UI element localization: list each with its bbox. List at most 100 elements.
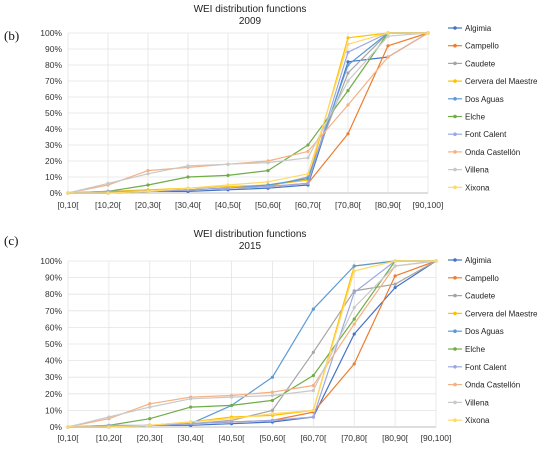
data-point	[352, 305, 356, 310]
data-point	[434, 259, 438, 263]
legend-marker-6	[453, 114, 457, 119]
data-point	[148, 423, 152, 427]
legend-marker-6	[453, 347, 457, 351]
data-point	[226, 162, 230, 166]
legend-label-10: Xixona	[465, 183, 490, 192]
y-tick-label: 90%	[45, 273, 62, 283]
data-point	[386, 44, 390, 48]
data-point	[306, 149, 310, 153]
legend-label-4: Cervera del Maestre	[465, 77, 538, 86]
x-tick-label: [80,90[	[382, 433, 409, 443]
x-tick-label: [30,40[	[178, 433, 205, 443]
series-line-7	[67, 32, 428, 194]
legend-marker-4	[453, 79, 457, 83]
y-tick-label: 0%	[50, 422, 63, 432]
y-tick-label: 40%	[45, 356, 62, 366]
x-tick-label: [20,30[	[135, 200, 162, 210]
data-point	[346, 71, 350, 75]
legend-label-9: Villena	[465, 398, 489, 407]
series-line-10	[68, 260, 436, 428]
data-point	[393, 274, 397, 278]
data-point	[352, 317, 356, 321]
data-point	[66, 191, 70, 195]
legend-label-8: Onda Castellón	[465, 381, 520, 390]
data-point	[189, 405, 193, 409]
data-point	[266, 180, 270, 184]
data-point	[306, 143, 310, 147]
data-point	[346, 60, 350, 64]
data-point	[226, 183, 230, 187]
data-point	[226, 186, 230, 190]
data-point	[346, 89, 350, 93]
x-tick-label: [90,100]	[421, 433, 452, 443]
legend-marker-9	[453, 167, 457, 172]
data-point	[346, 132, 350, 136]
data-point	[393, 282, 397, 286]
x-tick-label: [40,50[	[215, 200, 242, 210]
x-tick-label: [60,70[	[295, 200, 322, 210]
data-point	[148, 417, 152, 421]
legend-marker-7	[453, 365, 457, 369]
data-point	[189, 397, 193, 401]
legend-marker-7	[453, 132, 457, 136]
x-tick-label: [10,20[	[95, 200, 122, 210]
series-line-6	[67, 260, 436, 428]
plot-area-b: 0% 10% 20% 30% 40% 50% 60% 70% 80% 90% 100% [0,10[[…	[40, 28, 443, 210]
data-point	[393, 259, 397, 263]
legend-label-1: Algimia	[465, 24, 492, 33]
series-line-7	[67, 260, 436, 428]
legend-label-8: Onda Castellón	[465, 148, 520, 157]
legend-label-2: Campello	[465, 274, 499, 283]
data-point	[270, 398, 275, 403]
legend-c: Algimia Campello Caudete Cervera del Maestr…	[448, 256, 538, 425]
legend-label-7: Font Calent	[465, 363, 507, 372]
data-point	[311, 350, 315, 354]
legend-marker-4	[453, 311, 457, 316]
data-point	[311, 388, 315, 393]
series-line-9	[67, 32, 429, 194]
y-tick-label: 20%	[45, 389, 62, 399]
x-tick-label: [30,40[	[175, 200, 202, 210]
data-point	[270, 375, 275, 379]
y-tick-label: 90%	[45, 44, 62, 54]
data-point	[270, 412, 275, 416]
data-point	[266, 169, 270, 173]
data-point	[426, 31, 430, 35]
legend-label-5: Dos Aguas	[465, 95, 504, 104]
data-point	[352, 332, 356, 336]
data-point	[311, 307, 315, 311]
data-point	[306, 172, 310, 176]
legend-marker-8	[453, 150, 457, 154]
data-point	[346, 36, 350, 40]
chart-subtitle-c: 2015	[239, 241, 262, 252]
data-point	[346, 50, 350, 54]
data-point	[146, 183, 150, 187]
panel-label-b: (b)	[4, 28, 19, 43]
y-tick-label: 60%	[45, 322, 62, 332]
y-tick-label: 60%	[45, 92, 62, 102]
data-point	[270, 393, 275, 398]
data-point	[393, 264, 397, 268]
data-point	[66, 425, 70, 429]
data-point	[270, 418, 275, 422]
data-point	[311, 373, 315, 378]
data-point	[106, 181, 110, 185]
x-tick-label: [20,30[	[137, 433, 164, 443]
data-point	[266, 161, 270, 165]
y-tick-label: 80%	[45, 289, 62, 299]
data-point	[146, 172, 150, 176]
data-point	[229, 417, 234, 421]
series-line-8	[67, 260, 437, 428]
y-tick-label: 10%	[45, 405, 62, 415]
data-point	[393, 285, 397, 290]
data-point	[352, 264, 356, 268]
legend-label-3: Caudete	[465, 59, 496, 68]
legend-marker-5	[453, 329, 457, 334]
legend-label-10: Xixona	[465, 416, 490, 425]
data-point	[352, 269, 356, 273]
x-tick-label: [80,90[	[375, 200, 402, 210]
legend-marker-1	[453, 258, 457, 262]
x-tick-label: [50,60[	[259, 433, 286, 443]
legend-label-9: Villena	[465, 166, 489, 175]
